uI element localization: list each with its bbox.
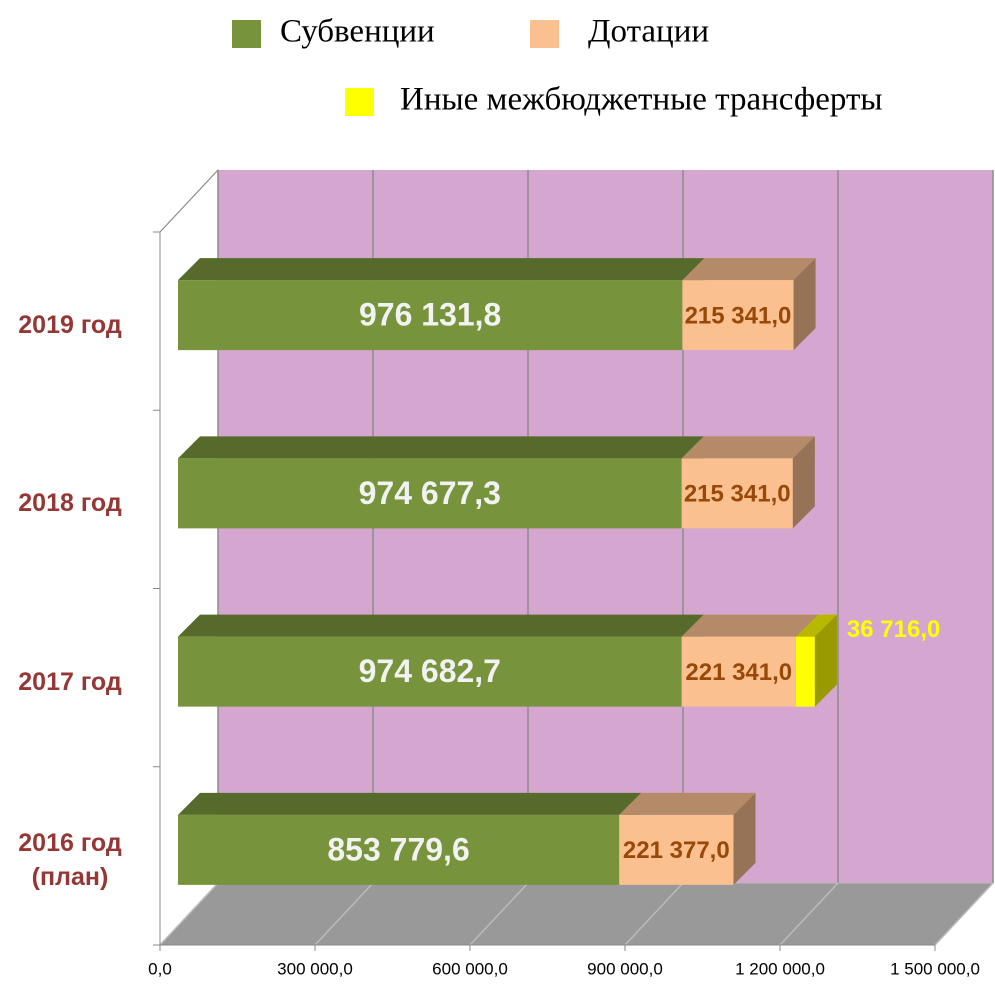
data-label: 36 716,0 xyxy=(847,616,940,643)
x-tick-label: 900 000,0 xyxy=(587,959,663,978)
bar xyxy=(795,636,815,707)
legend-label: Субвенции xyxy=(280,14,435,50)
floor-grid-line xyxy=(779,882,839,946)
bar-top xyxy=(178,258,705,281)
legend-swatch xyxy=(530,20,559,48)
x-tick-label: 300 000,0 xyxy=(277,959,353,978)
data-label: 221 341,0 xyxy=(685,659,792,686)
bar xyxy=(681,636,796,707)
bar xyxy=(178,458,682,529)
x-tick-label: 1 500 000,0 xyxy=(890,959,980,978)
y-tick-label: 2016 год (план) xyxy=(18,828,122,891)
bar-top xyxy=(682,258,816,281)
floor-grid-line xyxy=(159,882,219,946)
bar xyxy=(178,814,620,885)
legend-label: Иные межбюджетные трансферты xyxy=(400,82,883,118)
bar-top xyxy=(795,614,837,637)
bar-top xyxy=(619,792,756,815)
floor-grid-line xyxy=(624,882,684,946)
data-label: 215 341,0 xyxy=(684,481,791,508)
legend-swatch xyxy=(232,20,261,48)
bar xyxy=(619,814,734,885)
floor-grid-line xyxy=(469,882,529,946)
bar-side xyxy=(792,436,815,529)
bar-side xyxy=(814,614,837,707)
floor-grid-line xyxy=(314,882,374,946)
bar-side xyxy=(793,258,816,351)
legend-label: Дотации xyxy=(588,14,709,50)
y-tick-label: 2017 год xyxy=(18,667,122,696)
legend-swatch xyxy=(345,88,374,116)
floor xyxy=(158,882,995,946)
bar-side xyxy=(733,792,756,885)
data-label: 974 682,7 xyxy=(359,653,501,689)
x-tick-label: 0,0 xyxy=(148,959,172,978)
bar-top xyxy=(178,614,704,637)
data-label: 974 677,3 xyxy=(359,475,501,511)
floor-grid-line xyxy=(934,882,994,946)
bar xyxy=(681,458,793,529)
y-axis-depth xyxy=(159,169,219,233)
data-label: 976 131,8 xyxy=(359,297,501,333)
bar-top xyxy=(681,436,815,459)
x-tick-label: 1 200 000,0 xyxy=(735,959,825,978)
x-tick-label: 600 000,0 xyxy=(432,959,508,978)
data-label: 221 377,0 xyxy=(623,837,730,864)
bar-top xyxy=(178,436,704,459)
bar xyxy=(178,636,682,707)
data-label: 215 341,0 xyxy=(685,302,792,329)
bar xyxy=(682,280,794,351)
bar-top xyxy=(681,614,818,637)
y-tick-label: 2019 год xyxy=(18,311,122,340)
bar xyxy=(178,280,683,351)
y-tick-label: 2018 год xyxy=(18,489,122,518)
bar-top xyxy=(178,792,642,815)
data-label: 853 779,6 xyxy=(327,831,469,867)
